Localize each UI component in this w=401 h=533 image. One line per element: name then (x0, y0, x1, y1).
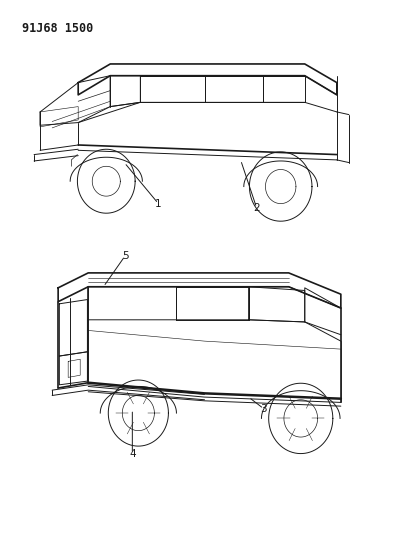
Text: 91J68 1500: 91J68 1500 (22, 22, 93, 35)
Text: 2: 2 (253, 203, 260, 213)
Text: 1: 1 (155, 199, 162, 208)
Text: 3: 3 (261, 404, 267, 414)
Text: 4: 4 (129, 449, 136, 459)
Text: 5: 5 (122, 251, 128, 261)
